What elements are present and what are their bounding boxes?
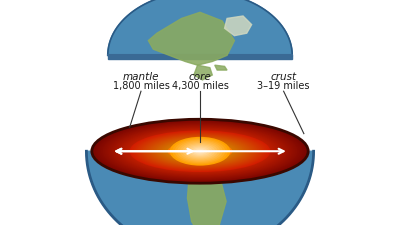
Ellipse shape <box>171 143 229 160</box>
Ellipse shape <box>103 122 297 180</box>
Ellipse shape <box>169 142 231 160</box>
Ellipse shape <box>196 150 204 152</box>
Ellipse shape <box>122 128 278 174</box>
Ellipse shape <box>112 125 288 177</box>
Ellipse shape <box>148 136 252 167</box>
Ellipse shape <box>99 122 301 181</box>
Ellipse shape <box>160 140 240 163</box>
Ellipse shape <box>124 129 276 174</box>
Ellipse shape <box>115 126 285 176</box>
Ellipse shape <box>92 119 308 183</box>
Text: 4,300 miles: 4,300 miles <box>172 81 228 91</box>
Ellipse shape <box>132 131 268 171</box>
Ellipse shape <box>155 138 245 164</box>
Ellipse shape <box>114 126 286 177</box>
Ellipse shape <box>178 145 222 158</box>
Ellipse shape <box>108 124 292 178</box>
Polygon shape <box>215 65 227 70</box>
Ellipse shape <box>158 139 242 164</box>
Ellipse shape <box>153 137 247 165</box>
Ellipse shape <box>97 121 303 182</box>
Ellipse shape <box>170 137 230 166</box>
Ellipse shape <box>194 150 206 153</box>
Ellipse shape <box>164 141 236 162</box>
Ellipse shape <box>130 130 270 172</box>
Ellipse shape <box>198 150 202 152</box>
Ellipse shape <box>187 145 213 157</box>
Ellipse shape <box>139 133 261 169</box>
Ellipse shape <box>94 120 306 183</box>
Polygon shape <box>86 151 314 225</box>
Ellipse shape <box>106 124 294 179</box>
Ellipse shape <box>173 143 227 159</box>
Ellipse shape <box>128 130 272 173</box>
Ellipse shape <box>162 140 238 162</box>
Ellipse shape <box>189 148 211 154</box>
Ellipse shape <box>185 144 215 158</box>
Text: crust: crust <box>270 72 297 82</box>
Ellipse shape <box>175 144 225 159</box>
Ellipse shape <box>144 135 256 168</box>
Ellipse shape <box>121 128 279 175</box>
Ellipse shape <box>104 123 296 180</box>
Ellipse shape <box>184 146 216 156</box>
Ellipse shape <box>140 134 260 169</box>
Polygon shape <box>108 0 292 55</box>
Ellipse shape <box>135 132 265 170</box>
Polygon shape <box>148 12 234 65</box>
Ellipse shape <box>110 125 290 178</box>
Ellipse shape <box>119 127 281 175</box>
Ellipse shape <box>198 151 202 152</box>
Polygon shape <box>188 168 226 225</box>
Polygon shape <box>224 16 252 36</box>
Ellipse shape <box>117 127 283 176</box>
Text: mantle: mantle <box>123 72 159 82</box>
Text: core: core <box>189 72 211 82</box>
Text: 1,800 miles: 1,800 miles <box>112 81 170 91</box>
Ellipse shape <box>191 148 209 154</box>
Ellipse shape <box>182 143 218 160</box>
Ellipse shape <box>182 146 218 157</box>
Ellipse shape <box>195 149 205 154</box>
Ellipse shape <box>180 142 220 161</box>
Ellipse shape <box>176 144 224 158</box>
Ellipse shape <box>168 142 232 161</box>
Ellipse shape <box>150 136 250 166</box>
Ellipse shape <box>157 138 243 164</box>
Ellipse shape <box>192 148 208 155</box>
Ellipse shape <box>101 122 299 180</box>
Ellipse shape <box>190 146 210 156</box>
Ellipse shape <box>142 134 258 168</box>
Ellipse shape <box>96 120 304 182</box>
Text: 3–19 miles: 3–19 miles <box>257 81 310 91</box>
Polygon shape <box>108 55 292 59</box>
Ellipse shape <box>146 135 254 167</box>
Ellipse shape <box>126 129 274 173</box>
Ellipse shape <box>172 138 228 164</box>
Ellipse shape <box>177 140 223 162</box>
Polygon shape <box>194 65 212 80</box>
Ellipse shape <box>180 145 220 157</box>
Ellipse shape <box>175 139 225 163</box>
Ellipse shape <box>137 133 263 170</box>
Ellipse shape <box>187 148 213 155</box>
Ellipse shape <box>186 147 214 155</box>
Ellipse shape <box>133 132 267 171</box>
Ellipse shape <box>166 141 234 161</box>
Ellipse shape <box>193 149 207 153</box>
Ellipse shape <box>151 137 249 166</box>
